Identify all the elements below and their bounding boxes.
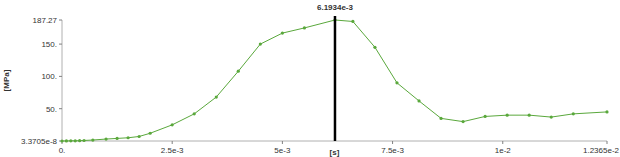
chart: 3.3705e-8 50. 100. 150. 187.27 0. 2.5e-3 5e-3 7.… <box>0 0 620 157</box>
x-tick <box>282 141 283 144</box>
data-point <box>281 31 284 34</box>
y-tick-label: 150. <box>41 40 57 49</box>
data-point <box>65 139 68 142</box>
data-point <box>69 139 72 142</box>
x-tick-label: 5e-3 <box>274 146 291 155</box>
y-tick-label: 3.3705e-8 <box>21 137 58 146</box>
x-axis-label: [s] <box>330 148 340 157</box>
data-point <box>138 135 141 138</box>
x-tick <box>392 141 393 144</box>
data-point <box>351 20 354 23</box>
probe-label: 6.1934e-3 <box>317 3 354 12</box>
x-tick-label: 1e-2 <box>495 146 512 155</box>
data-point <box>417 99 420 102</box>
y-tick <box>59 108 62 109</box>
y-tick <box>59 44 62 45</box>
x-tick-label: 7.5e-3 <box>381 146 404 155</box>
x-tick-label: 1.2365e-2 <box>583 146 620 155</box>
y-tick-label: 100. <box>41 72 57 81</box>
data-point <box>237 70 240 73</box>
data-point <box>303 26 306 29</box>
data-point <box>74 139 77 142</box>
data-point <box>550 115 553 118</box>
data-point <box>439 117 442 120</box>
data-point <box>60 139 63 142</box>
x-tick <box>172 141 173 144</box>
y-axis <box>62 20 63 141</box>
y-tick <box>59 20 62 21</box>
x-tick-label: 2.5e-3 <box>161 146 184 155</box>
data-point <box>149 132 152 135</box>
data-point <box>395 81 398 84</box>
probe-line <box>334 16 337 141</box>
data-point <box>127 136 130 139</box>
x-tick <box>607 141 608 144</box>
data-point <box>91 138 94 141</box>
data-point <box>115 137 118 140</box>
y-axis-label: [MPa] <box>2 69 11 91</box>
data-point <box>461 120 464 123</box>
data-point <box>373 46 376 49</box>
x-tick-label: 0. <box>59 146 66 155</box>
x-tick <box>502 141 503 144</box>
data-point <box>605 110 608 113</box>
data-point <box>78 139 81 142</box>
data-point <box>193 112 196 115</box>
y-tick-label: 50. <box>46 105 57 114</box>
data-point <box>528 114 531 117</box>
y-tick-label: 187.27 <box>33 16 58 25</box>
data-point <box>259 42 262 45</box>
data-point <box>572 112 575 115</box>
data-point <box>506 114 509 117</box>
data-point <box>171 123 174 126</box>
data-point <box>215 95 218 98</box>
y-tick <box>59 76 62 77</box>
data-point <box>104 137 107 140</box>
data-point <box>82 139 85 142</box>
data-point <box>484 115 487 118</box>
